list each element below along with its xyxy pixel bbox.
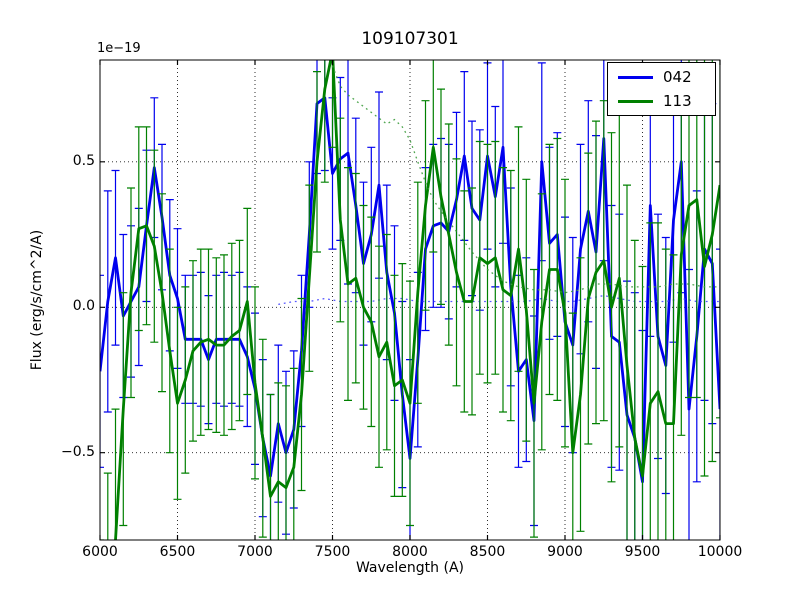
y-axis-label: Flux (erg/s/cm^2/A) xyxy=(29,229,45,371)
x-tick-label: 9500 xyxy=(624,544,661,560)
x-tick-label: 7000 xyxy=(237,544,273,560)
x-tick-label: 7500 xyxy=(314,544,351,560)
legend-line-sample xyxy=(618,99,653,103)
x-axis-label: Wavelength (A) xyxy=(355,560,464,576)
y-tick-label: 0.5 xyxy=(72,152,95,169)
dotted-template-042 xyxy=(278,294,720,306)
spectrum-line-113 xyxy=(114,60,720,540)
x-tick-label: 10000 xyxy=(697,544,743,560)
legend-entry-042: 042 xyxy=(618,68,707,86)
x-tick-label: 9000 xyxy=(547,544,583,560)
tick-marks xyxy=(99,60,721,540)
x-tick-label: 6000 xyxy=(82,544,118,560)
x-tick-label: 8000 xyxy=(392,544,428,560)
y-axis-offset-text: 1e−19 xyxy=(97,41,141,56)
x-tick-label: 6500 xyxy=(159,544,196,560)
series-113 xyxy=(100,60,720,540)
y-tick-label: 0.0 xyxy=(72,298,95,315)
legend-label: 042 xyxy=(663,68,692,86)
legend-label: 113 xyxy=(663,92,692,110)
legend: 042 113 xyxy=(607,62,716,116)
dotted-template-113 xyxy=(331,65,720,294)
legend-entry-113: 113 xyxy=(618,92,707,110)
plot-title: 109107301 xyxy=(361,29,459,49)
y-tick-label: −0.5 xyxy=(61,443,95,460)
x-tick-label: 8500 xyxy=(469,544,506,560)
legend-line-sample xyxy=(618,75,653,79)
